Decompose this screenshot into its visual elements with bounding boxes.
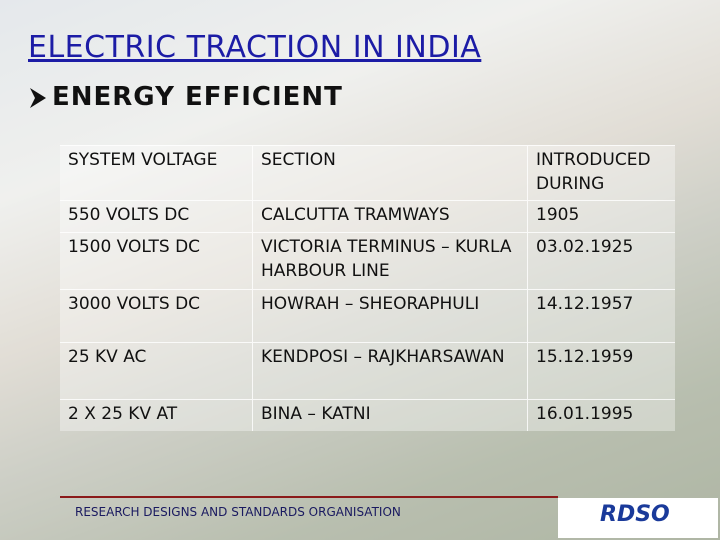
bullet-arrow <box>30 88 46 108</box>
table-row: 2 X 25 KV AT BINA – KATNI 16.01.1995 <box>60 399 675 431</box>
table-cell: 2 X 25 KV AT <box>68 404 178 424</box>
header-cell: INTRODUCED DURING <box>527 145 675 201</box>
table-row: 25 KV AC KENDPOSI – RAJKHARSAWAN 15.12.195… <box>60 342 675 400</box>
table-row: 1500 VOLTS DC VICTORIA TERMINUS – KURLA H… <box>60 232 675 290</box>
table-cell: 1500 VOLTS DC <box>68 237 201 257</box>
table-cell: BINA – KATNI <box>252 399 528 431</box>
table-row: 550 VOLTS DC CALCUTTA TRAMWAYS 1905 <box>60 200 675 233</box>
table-cell: 1905 <box>527 200 675 233</box>
traction-table: SYSTEM VOLTAGE SECTION INTRODUCED DURING 55… <box>60 145 675 431</box>
table-cell: 03.02.1925 <box>527 232 675 290</box>
subtitle: ENERGY EFFICIENT <box>52 82 343 112</box>
table-cell: 15.12.1959 <box>527 342 675 400</box>
table-cell: 25 KV AC <box>68 347 147 367</box>
table-cell: 550 VOLTS DC <box>68 205 190 225</box>
table-cell: 14.12.1957 <box>527 289 675 343</box>
table-cell: 16.01.1995 <box>527 399 675 431</box>
footer-text: RESEARCH DESIGNS AND STANDARDS ORGANISAT… <box>75 505 401 519</box>
header-cell: SECTION <box>252 145 528 201</box>
table-cell: KENDPOSI – RAJKHARSAWAN <box>252 342 528 400</box>
footer-rule <box>60 496 558 498</box>
slide-title: ELECTRIC TRACTION IN INDIA <box>28 30 482 65</box>
table-row: SYSTEM VOLTAGE SECTION INTRODUCED DURING <box>60 145 675 201</box>
table-cell: HOWRAH – SHEORAPHULI <box>252 289 528 343</box>
table-cell: CALCUTTA TRAMWAYS <box>252 200 528 233</box>
header-cell: SYSTEM VOLTAGE <box>68 150 218 170</box>
table-cell: VICTORIA TERMINUS – KURLA HARBOUR LINE <box>252 232 528 290</box>
table-row: 3000 VOLTS DC HOWRAH – SHEORAPHULI 14.12.1… <box>60 289 675 343</box>
logo-text: RDSO <box>600 502 670 527</box>
logo-box <box>558 498 718 538</box>
table-cell: 3000 VOLTS DC <box>68 294 201 314</box>
